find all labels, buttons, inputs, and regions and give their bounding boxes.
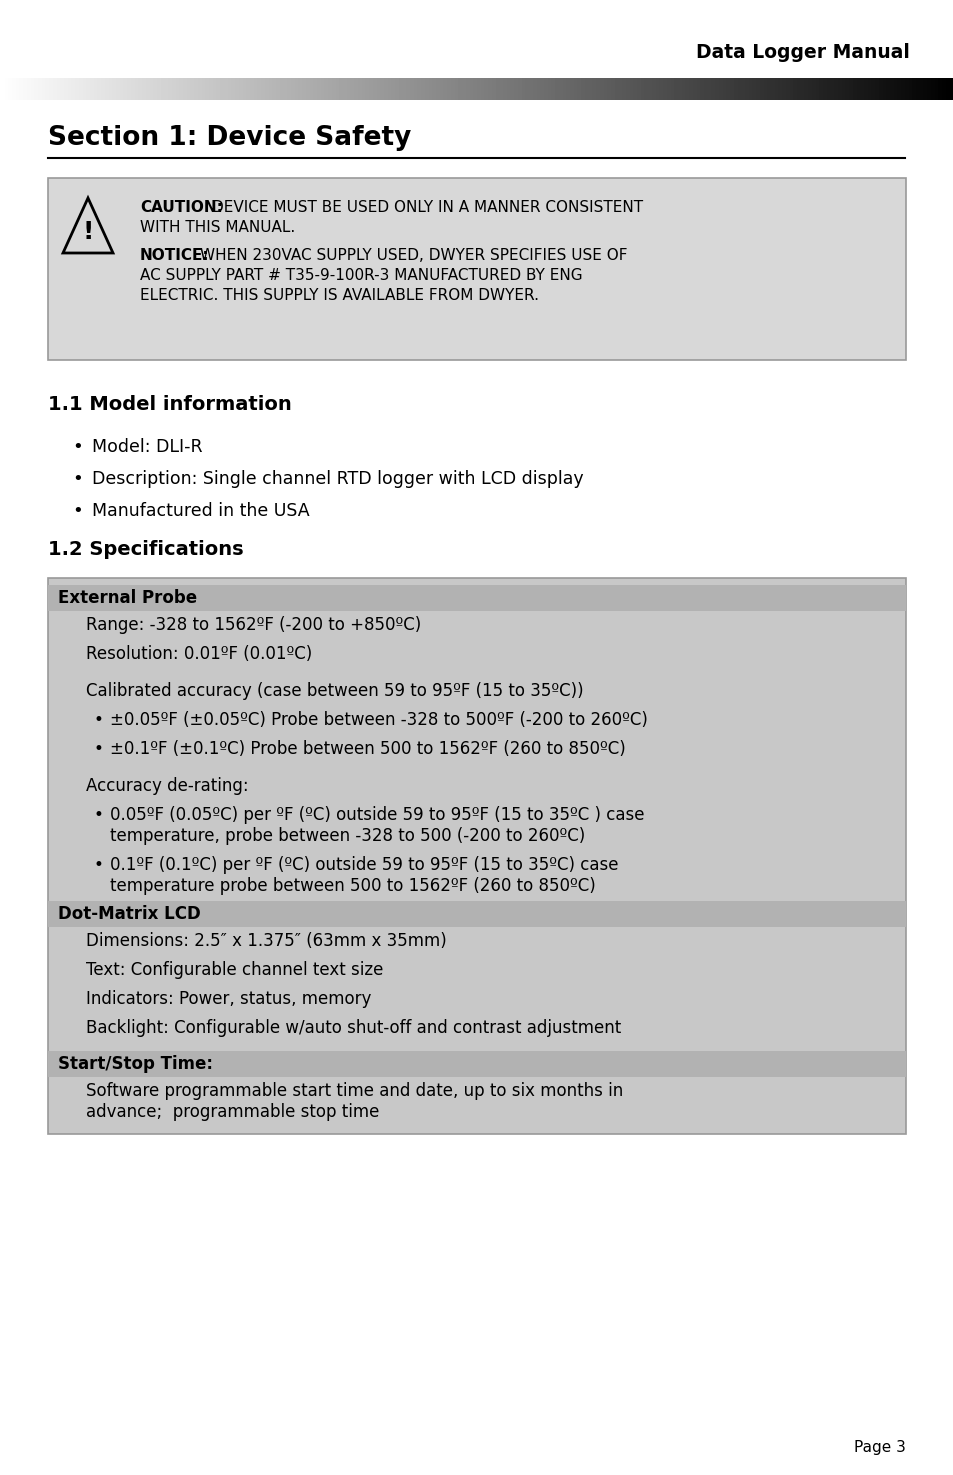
Text: CAUTION:: CAUTION: (140, 201, 223, 215)
Text: •: • (94, 711, 104, 729)
Text: Manufactured in the USA: Manufactured in the USA (91, 502, 310, 521)
Text: !: ! (82, 220, 93, 243)
Bar (48, 1052, 905, 1077)
Text: Model: DLI-R: Model: DLI-R (91, 438, 202, 456)
Text: NOTICE:: NOTICE: (140, 248, 210, 263)
Text: ±0.1ºF (±0.1ºC) Probe between 500 to 1562ºF (260 to 850ºC): ±0.1ºF (±0.1ºC) Probe between 500 to 156… (110, 740, 625, 758)
Text: Text: Configurable channel text size: Text: Configurable channel text size (86, 962, 383, 979)
Text: Section 1: Device Safety: Section 1: Device Safety (48, 125, 411, 150)
Text: temperature probe between 500 to 1562ºF (260 to 850ºC): temperature probe between 500 to 1562ºF … (110, 878, 595, 895)
Text: •: • (71, 438, 83, 456)
Text: DEVICE MUST BE USED ONLY IN A MANNER CONSISTENT: DEVICE MUST BE USED ONLY IN A MANNER CON… (212, 201, 642, 215)
Text: •: • (94, 805, 104, 825)
Text: Calibrated accuracy (case between 59 to 95ºF (15 to 35ºC)): Calibrated accuracy (case between 59 to … (86, 681, 583, 701)
Text: External Probe: External Probe (58, 589, 197, 608)
Text: •: • (94, 855, 104, 875)
Text: advance;  programmable stop time: advance; programmable stop time (86, 1103, 379, 1121)
Text: 0.05ºF (0.05ºC) per ºF (ºC) outside 59 to 95ºF (15 to 35ºC ) case: 0.05ºF (0.05ºC) per ºF (ºC) outside 59 t… (110, 805, 644, 825)
Bar (48, 901, 905, 926)
Text: Indicators: Power, status, memory: Indicators: Power, status, memory (86, 990, 371, 1007)
Text: 0.1ºF (0.1ºC) per ºF (ºC) outside 59 to 95ºF (15 to 35ºC) case: 0.1ºF (0.1ºC) per ºF (ºC) outside 59 to … (110, 855, 618, 875)
Text: Start/Stop Time:: Start/Stop Time: (58, 1055, 213, 1072)
Text: •: • (94, 740, 104, 758)
Text: Backlight: Configurable w/auto shut-off and contrast adjustment: Backlight: Configurable w/auto shut-off … (86, 1019, 620, 1037)
Text: Page 3: Page 3 (853, 1440, 905, 1454)
Text: Data Logger Manual: Data Logger Manual (696, 43, 909, 62)
Bar (48, 178, 905, 360)
Text: Dot-Matrix LCD: Dot-Matrix LCD (58, 906, 200, 923)
Text: Resolution: 0.01ºF (0.01ºC): Resolution: 0.01ºF (0.01ºC) (86, 645, 312, 662)
Text: Software programmable start time and date, up to six months in: Software programmable start time and dat… (86, 1083, 622, 1100)
Bar (48, 578, 905, 1134)
Text: 1.2 Specifications: 1.2 Specifications (48, 540, 243, 559)
Text: 1.1 Model information: 1.1 Model information (48, 395, 292, 414)
Text: Dimensions: 2.5″ x 1.375″ (63mm x 35mm): Dimensions: 2.5″ x 1.375″ (63mm x 35mm) (86, 932, 446, 950)
Text: AC SUPPLY PART # T35-9-100R-3 MANUFACTURED BY ENG: AC SUPPLY PART # T35-9-100R-3 MANUFACTUR… (140, 268, 582, 283)
Text: •: • (71, 502, 83, 521)
Text: ±0.05ºF (±0.05ºC) Probe between -328 to 500ºF (-200 to 260ºC): ±0.05ºF (±0.05ºC) Probe between -328 to … (110, 711, 647, 729)
Text: Range: -328 to 1562ºF (-200 to +850ºC): Range: -328 to 1562ºF (-200 to +850ºC) (86, 617, 421, 634)
Text: temperature, probe between -328 to 500 (-200 to 260ºC): temperature, probe between -328 to 500 (… (110, 827, 584, 845)
Text: Accuracy de-rating:: Accuracy de-rating: (86, 777, 249, 795)
Text: WHEN 230VAC SUPPLY USED, DWYER SPECIFIES USE OF: WHEN 230VAC SUPPLY USED, DWYER SPECIFIES… (200, 248, 627, 263)
Text: •: • (71, 471, 83, 488)
Text: ELECTRIC. THIS SUPPLY IS AVAILABLE FROM DWYER.: ELECTRIC. THIS SUPPLY IS AVAILABLE FROM … (140, 288, 538, 302)
Bar (48, 586, 905, 611)
Text: Description: Single channel RTD logger with LCD display: Description: Single channel RTD logger w… (91, 471, 583, 488)
Text: WITH THIS MANUAL.: WITH THIS MANUAL. (140, 220, 294, 235)
